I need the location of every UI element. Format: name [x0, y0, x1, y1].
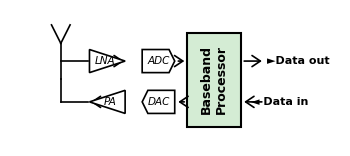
- Text: ◄ Data in: ◄ Data in: [251, 97, 309, 107]
- Text: ►Data out: ►Data out: [267, 56, 330, 66]
- Text: LNA: LNA: [94, 56, 115, 66]
- Text: Baseband
Processor: Baseband Processor: [200, 45, 228, 114]
- Text: PA: PA: [104, 97, 117, 107]
- Bar: [187, 33, 241, 127]
- Text: ADC: ADC: [147, 56, 170, 66]
- Text: DAC: DAC: [147, 97, 170, 107]
- Polygon shape: [142, 49, 175, 73]
- Polygon shape: [142, 90, 175, 113]
- Polygon shape: [90, 90, 125, 113]
- Polygon shape: [90, 49, 125, 73]
